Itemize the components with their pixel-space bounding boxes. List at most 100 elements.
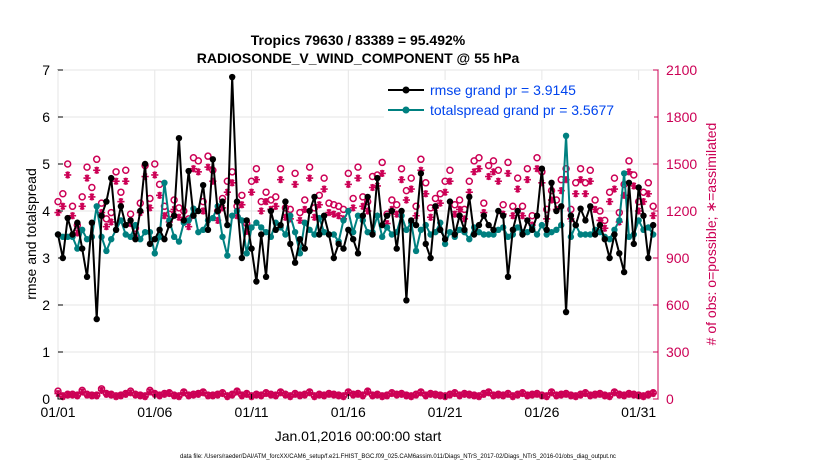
rmse-point (369, 231, 376, 238)
rmse-point (635, 184, 642, 191)
spread-point (441, 240, 449, 248)
rmse-point (296, 236, 304, 243)
y-tick-label: 3 (42, 250, 50, 266)
rmse-point (54, 231, 62, 238)
rmse-point (538, 165, 546, 172)
rmse-point (185, 167, 192, 175)
rmse-point (485, 221, 492, 229)
spread-point (238, 217, 246, 224)
obs-possible-point (421, 179, 430, 187)
rmse-point (572, 221, 579, 229)
rmse-point (359, 212, 367, 219)
obs-possible-point (591, 196, 599, 204)
spread-point (456, 226, 463, 233)
obs-possible-point (83, 163, 91, 171)
obs-assimilated-point (451, 210, 459, 218)
y-tick-label: 7 (42, 62, 50, 78)
obs-assimilated-bottom-point (397, 390, 406, 398)
obs-assimilated-point (649, 212, 657, 220)
rmse-point (267, 207, 275, 215)
rmse-point (98, 212, 105, 219)
obs-assimilated-point (93, 166, 101, 174)
spread-point (645, 224, 652, 231)
obs-possible-point (431, 194, 440, 203)
obs-possible-point (296, 208, 304, 217)
obs-assimilated-point (509, 212, 517, 220)
obs-possible-point (59, 190, 67, 198)
obs-possible-point (238, 191, 246, 200)
rmse-point (470, 231, 478, 238)
obs-assimilated-bottom-point (547, 389, 556, 397)
obs-possible-point (194, 157, 203, 165)
x-tick-label: 01/26 (524, 404, 559, 420)
obs-assimilated-bottom-point (97, 386, 106, 394)
obs-assimilated-bottom-point (88, 392, 96, 400)
obs-possible-point (271, 193, 280, 201)
obs-assimilated-point (514, 185, 522, 193)
obs-possible-point (121, 166, 130, 175)
spread-point (514, 224, 521, 231)
obs-possible-point (102, 215, 111, 223)
obs-possible-point (567, 205, 575, 214)
obs-possible-point (112, 168, 120, 176)
obs-assimilated-point (475, 165, 483, 173)
obs-assimilated-point (518, 212, 527, 220)
y-right-tick-label: 1500 (666, 156, 697, 172)
obs-assimilated-point (436, 199, 444, 207)
rmse-point (156, 226, 163, 233)
obs-assimilated-point (610, 185, 619, 193)
spread-point (562, 132, 570, 139)
y-right-tick-label: 1200 (666, 203, 697, 219)
spread-point (582, 231, 589, 238)
axes-layer: 01/01 01/06 01/11 01/16 01/21 01/26 01/31 0 1 2 3 4… (40, 62, 697, 420)
obs-assimilated-bottom-point (339, 393, 348, 401)
rmse-line (57, 77, 655, 320)
legend-rmse-label: rmse grand pr = 3.9145 (430, 82, 576, 98)
obs-possible-point (204, 152, 212, 160)
rmse-point (499, 212, 507, 219)
chart-subtitle: RADIOSONDE_V_WIND_COMPONENT @ 55 hPa (197, 50, 520, 66)
obs-assimilated-point (407, 185, 415, 193)
rmse-point (378, 221, 386, 229)
spread-point (616, 217, 623, 224)
rmse-point (388, 207, 396, 215)
rmse-point (649, 221, 657, 229)
rmse-point (161, 236, 168, 243)
obs-possible-point (455, 196, 464, 204)
rmse-point (340, 245, 347, 252)
obs-assimilated-bottom-point (552, 392, 560, 400)
spread-point (475, 228, 483, 236)
obs-possible-point (252, 164, 261, 173)
obs-assimilated-bottom-point (649, 389, 657, 398)
obs-assimilated-bottom-point (354, 390, 362, 398)
rmse-point (383, 212, 391, 219)
spread-point (330, 231, 338, 238)
obs-assimilated-point (485, 172, 493, 181)
obs-possible-point (392, 200, 401, 209)
rmse-point (325, 231, 333, 238)
x-tick-label: 01/16 (331, 404, 366, 420)
obs-assimilated-bottom-point (272, 392, 280, 400)
obs-assimilated-bottom-point (407, 393, 415, 401)
spread-point (248, 224, 255, 231)
rmse-point (180, 217, 188, 224)
obs-assimilated-bottom-point (257, 392, 265, 400)
obs-assimilated-bottom-point (122, 390, 130, 398)
obs-possible-point (601, 216, 609, 225)
obs-assimilated-point (59, 202, 67, 210)
obs-assimilated-point (276, 176, 285, 184)
y-tick-label: 4 (42, 203, 50, 219)
obs-assimilated-bottom-point (286, 393, 294, 401)
spread-point (253, 219, 260, 226)
obs-assimilated-point (606, 198, 614, 206)
obs-assimilated-point (257, 207, 265, 215)
rmse-point (219, 198, 226, 205)
rmse-point (533, 212, 541, 219)
obs-assimilated-point (238, 201, 246, 209)
rmse-point (272, 226, 279, 233)
obs-assimilated-point (325, 208, 333, 217)
rmse-point (616, 250, 623, 257)
y-tick-label: 1 (42, 344, 50, 360)
spread-point (543, 231, 550, 238)
obs-assimilated-bottom-point (141, 393, 149, 401)
